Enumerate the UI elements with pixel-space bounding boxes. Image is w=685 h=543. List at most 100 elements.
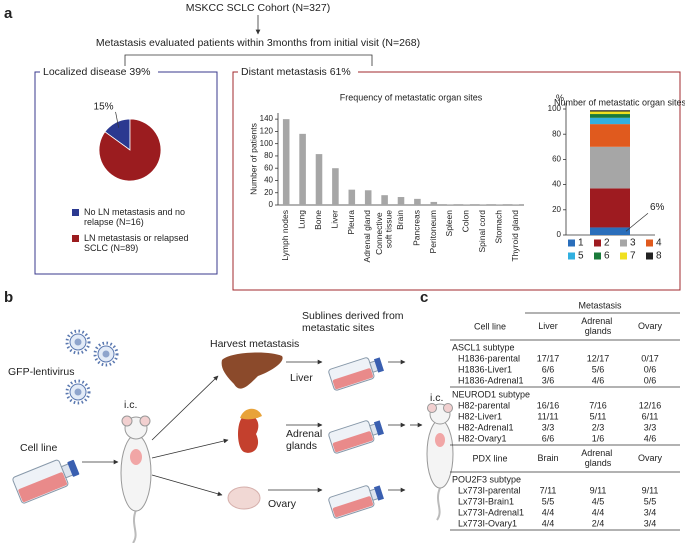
table-header: Ovary (638, 321, 663, 331)
table-group-header: Metastasis (578, 300, 622, 310)
virus (93, 341, 119, 367)
chart-title: Frequency of metastatic organ sites (340, 92, 483, 102)
x-tick-label: Spleen (444, 210, 454, 237)
x-tick-label: Bone (313, 210, 323, 230)
distant-title: Distant metastasis 61% (241, 66, 351, 78)
legend-label: 3 (630, 238, 636, 249)
localized-title: Localized disease 39% (43, 66, 150, 78)
table-cell: 7/11 (540, 485, 557, 495)
table-cell: 7/16 (589, 400, 607, 410)
bar (512, 204, 520, 205)
arrow (151, 474, 223, 497)
panel-label: c (420, 289, 428, 306)
table-cell: 9/11 (590, 485, 607, 495)
legend-label: 8 (656, 251, 662, 262)
table-cell: 0/6 (644, 375, 657, 385)
table-cell: 17/17 (537, 353, 560, 363)
table-cell: 3/4 (644, 507, 657, 517)
bracket (124, 54, 373, 66)
flask (328, 420, 384, 454)
legend-swatch (646, 239, 653, 247)
legend-label: 2 (604, 238, 610, 249)
bar (299, 133, 306, 205)
y-tick-label: 40 (552, 180, 561, 189)
mouse (426, 403, 454, 521)
table-cell: 4/5 (592, 496, 605, 506)
flask (328, 485, 384, 519)
bar (414, 198, 421, 205)
legend-label: LN metastasis or relapsed SCLC (N=89) (84, 233, 191, 253)
x-tick-label: Stomach (494, 210, 504, 244)
virus (65, 329, 91, 355)
adrenal (240, 408, 262, 420)
table-cell: H82-parental (458, 400, 510, 410)
legend-swatch (594, 239, 601, 247)
ic-label: i.c. (430, 392, 443, 404)
legend-swatch (568, 252, 575, 260)
table-cell: 4/6 (644, 433, 657, 443)
table-cell: 6/6 (542, 364, 555, 374)
organ-label: Ovary (268, 498, 297, 510)
table-cell: Lx773I-Adrenal1 (458, 507, 524, 517)
ic-label: i.c. (124, 399, 137, 411)
table-header: Brain (537, 453, 558, 463)
table-group: NEUROD1 subtype (452, 389, 530, 399)
legend-label: 6 (604, 251, 610, 262)
y-tick-label: 120 (260, 127, 274, 136)
leader-line (115, 111, 119, 128)
table-cell: 3/3 (542, 422, 555, 432)
y-tick-label: 100 (548, 104, 562, 113)
virus (65, 379, 91, 405)
y-tick-label: 100 (260, 139, 274, 148)
table-cell: Lx773I-Ovary1 (458, 518, 517, 528)
table-cell: 9/11 (642, 485, 659, 495)
y-tick-label: 40 (264, 176, 273, 185)
table-header: PDX line (472, 453, 507, 463)
table-cell: 6/11 (642, 411, 659, 421)
bar (348, 189, 356, 205)
legend-swatch (72, 209, 79, 216)
kidney (238, 415, 259, 453)
x-tick-label: Connective soft tissue (374, 210, 393, 255)
legend-swatch (594, 252, 601, 260)
bar-segment (590, 114, 630, 118)
x-tick-label: Adrenal gland (362, 210, 372, 263)
legend-swatch (568, 239, 575, 247)
table-cell: H82-Ovary1 (458, 433, 507, 443)
table-header: Liver (538, 321, 558, 331)
table-cell: 0/6 (644, 364, 657, 374)
x-tick-label: Colon (461, 210, 471, 232)
ovary (227, 486, 261, 510)
table-cell: 16/16 (537, 400, 560, 410)
panel-label: a (4, 5, 13, 22)
leader-line (625, 212, 649, 232)
cohort: MSKCC SCLC Cohort (N=327) (186, 2, 330, 14)
y-axis-label: Number of patients (248, 123, 258, 195)
bar (364, 190, 372, 205)
table-cell: 5/5 (542, 496, 555, 506)
table-cell: Lx773I-parental (458, 485, 521, 495)
table-cell: 2/4 (592, 518, 605, 528)
chart-title: Number of metastatic organ sites (554, 97, 685, 107)
x-tick-label: Spinal cord (477, 210, 487, 253)
y-tick-label: 20 (264, 188, 273, 197)
arrow (151, 375, 219, 441)
pie-slice (98, 118, 162, 182)
bar-segment (590, 110, 630, 112)
flask (12, 459, 80, 504)
legend-label: 1 (578, 238, 584, 249)
panel-label: b (4, 289, 13, 306)
table-cell: 0/17 (641, 353, 659, 363)
mouse (120, 415, 152, 543)
y-tick-label: 0 (557, 230, 562, 239)
y-tick-label: 60 (264, 163, 273, 172)
y-tick-label: 80 (264, 151, 273, 160)
table-cell: 11/11 (537, 411, 558, 421)
y-tick-label: 20 (552, 205, 561, 214)
table-cell: H1836-Liver1 (458, 364, 512, 374)
title-bg (238, 66, 358, 78)
y-tick-label: 140 (260, 114, 274, 123)
table-cell: H82-Liver1 (458, 411, 502, 421)
bar-segment (590, 188, 630, 228)
x-tick-label: Brain (395, 210, 405, 230)
